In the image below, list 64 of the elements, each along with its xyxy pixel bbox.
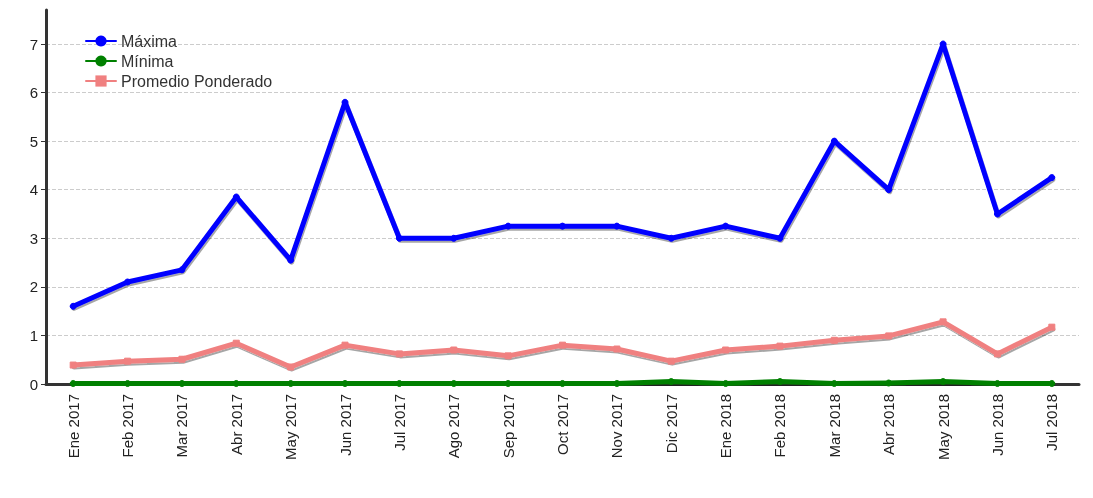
x-tick-label: May 2017	[282, 394, 300, 460]
y-tick-label: 2	[29, 278, 38, 296]
x-tick-label: May 2018	[934, 394, 952, 460]
point	[667, 234, 675, 242]
x-tick-label: Feb 2018	[771, 394, 789, 458]
x-tick-label: Feb 2017	[119, 394, 137, 458]
x-tick-label: Abr 2018	[880, 394, 898, 455]
point	[993, 350, 1001, 358]
y-tick-label: 1	[29, 326, 38, 344]
legend-label: Mínima	[121, 52, 174, 70]
point	[559, 380, 566, 388]
x-tick-label: Jun 2018	[988, 394, 1006, 456]
point	[341, 341, 349, 349]
point	[559, 222, 566, 230]
point	[395, 234, 403, 242]
point	[69, 361, 77, 369]
point	[504, 352, 512, 360]
point	[504, 222, 512, 230]
point	[722, 346, 730, 354]
x-tick-label: Abr 2017	[227, 394, 245, 455]
y-tick-label: 0	[29, 375, 38, 393]
point	[776, 342, 784, 350]
x-tick-label: Nov 2017	[608, 394, 626, 459]
point	[776, 234, 784, 242]
point	[722, 222, 730, 230]
point	[939, 318, 947, 326]
point	[450, 346, 458, 354]
x-tick-label: Jul 2018	[1043, 394, 1061, 451]
point	[613, 345, 621, 353]
legend-label: Promedio Ponderado	[121, 72, 273, 90]
x-tick-label: Ene 2018	[717, 394, 735, 459]
point	[178, 355, 186, 363]
point	[885, 332, 893, 340]
point	[1048, 323, 1056, 331]
legend-label: Máxima	[121, 32, 178, 50]
y-tick-label: 3	[29, 229, 38, 247]
x-tick-label: Mar 2018	[825, 394, 843, 458]
point	[939, 378, 947, 386]
point	[124, 357, 132, 365]
point	[178, 266, 186, 274]
x-tick-label: Sep 2017	[499, 394, 517, 459]
x-tick-label: Jul 2017	[390, 394, 408, 451]
point	[69, 302, 77, 310]
point	[395, 350, 403, 358]
x-tick-label: Ago 2017	[445, 394, 463, 459]
y-tick-label: 5	[29, 132, 38, 150]
point	[613, 222, 621, 230]
point	[559, 341, 566, 349]
x-tick-label: Jun 2017	[336, 394, 354, 456]
point	[124, 278, 132, 286]
point	[287, 363, 295, 371]
y-tick-label: 6	[29, 84, 38, 102]
x-tick-label: Oct 2017	[554, 394, 571, 455]
point	[776, 378, 784, 386]
x-tick-label: Ene 2017	[64, 394, 82, 459]
point	[450, 234, 458, 242]
y-tick-label: 7	[29, 35, 38, 53]
point	[1048, 174, 1056, 182]
x-tick-label: Dic 2017	[662, 394, 680, 454]
point	[667, 357, 675, 365]
point	[830, 336, 838, 344]
y-tick-label: 4	[29, 181, 38, 199]
point	[232, 339, 240, 347]
x-tick-label: Mar 2017	[173, 394, 191, 458]
